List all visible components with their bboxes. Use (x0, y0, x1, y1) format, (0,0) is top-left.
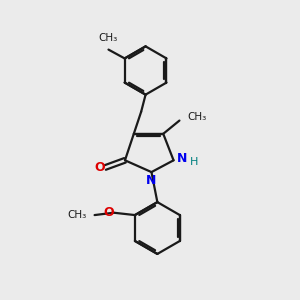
Text: CH₃: CH₃ (188, 112, 207, 122)
Text: CH₃: CH₃ (67, 210, 86, 220)
Text: CH₃: CH₃ (98, 33, 118, 43)
Text: N: N (177, 152, 188, 165)
Text: O: O (103, 206, 114, 219)
Text: H: H (190, 157, 198, 167)
Text: O: O (94, 161, 105, 174)
Text: N: N (146, 174, 156, 187)
